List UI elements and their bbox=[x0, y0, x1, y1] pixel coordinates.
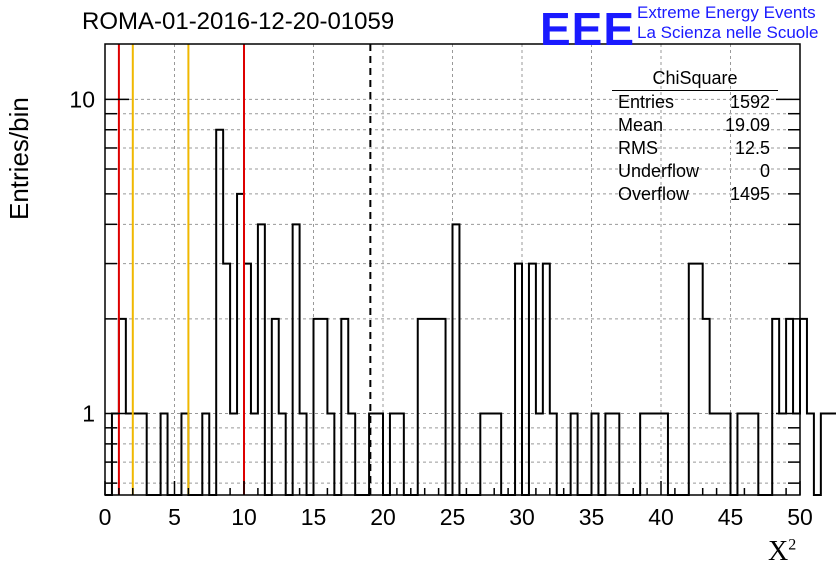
stats-row-underflow: Underflow 0 bbox=[612, 160, 778, 183]
y-axis-label: Entries/bin bbox=[4, 97, 34, 220]
x-tick-label: 30 bbox=[509, 504, 535, 530]
stats-value: 19.09 bbox=[724, 115, 770, 135]
x-tick-label: 15 bbox=[301, 504, 327, 530]
x-tick-label: 5 bbox=[168, 504, 181, 530]
x-tick-label: 45 bbox=[718, 504, 744, 530]
x-tick-label: 40 bbox=[648, 504, 674, 530]
stats-value: 1495 bbox=[729, 184, 770, 204]
stats-value: 12.5 bbox=[734, 138, 770, 158]
y-tick-label: 1 bbox=[82, 400, 95, 426]
stats-row-overflow: Overflow 1495 bbox=[612, 183, 778, 206]
eee-logo: EEE bbox=[540, 3, 636, 55]
stats-value: 1592 bbox=[729, 92, 770, 112]
stats-label: Entries bbox=[618, 92, 675, 112]
stats-row-entries: Entries 1592 bbox=[612, 91, 778, 114]
histogram-series bbox=[105, 128, 836, 496]
x-tick-label: 35 bbox=[579, 504, 605, 530]
x-tick-label: 0 bbox=[99, 504, 112, 530]
logo-line-2: La Scienza nelle Scuole bbox=[637, 23, 819, 42]
stats-label: Mean bbox=[618, 115, 664, 135]
stats-row-mean: Mean 19.09 bbox=[612, 114, 778, 137]
chart-title: ROMA-01-2016-12-20-01059 bbox=[82, 8, 395, 35]
y-tick-label: 10 bbox=[69, 86, 95, 112]
x-axis-label: X2 bbox=[768, 536, 797, 567]
stats-row-rms: RMS 12.5 bbox=[612, 137, 778, 160]
stats-value: 0 bbox=[759, 161, 770, 181]
x-tick-label: 25 bbox=[440, 504, 466, 530]
stats-label: Overflow bbox=[618, 184, 690, 204]
x-tick-label: 50 bbox=[787, 504, 813, 530]
logo-line-1: Extreme Energy Events bbox=[637, 3, 816, 22]
stats-box: ChiSquare Entries 1592 Mean 19.09 RMS 12… bbox=[612, 66, 778, 206]
stats-header: ChiSquare bbox=[612, 66, 778, 91]
x-tick-label: 10 bbox=[231, 504, 257, 530]
stats-label: RMS bbox=[618, 138, 658, 158]
stats-label: Underflow bbox=[618, 161, 700, 181]
x-tick-label: 20 bbox=[370, 504, 396, 530]
